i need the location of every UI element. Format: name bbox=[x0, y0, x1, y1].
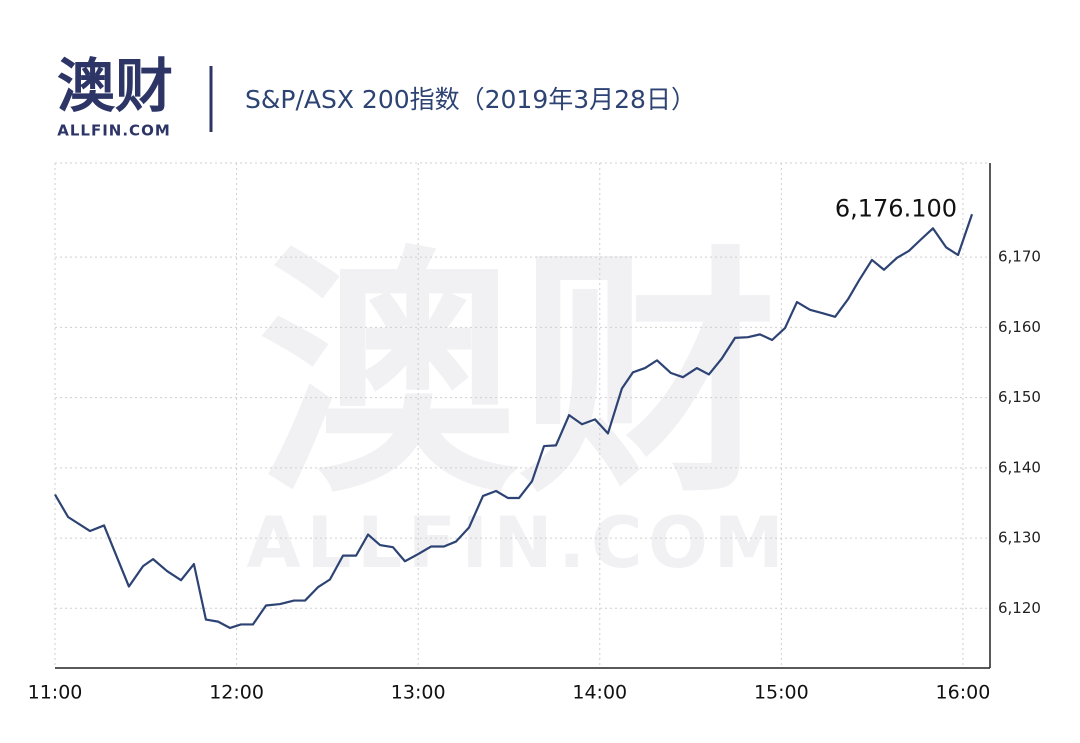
x-tick-label: 13:00 bbox=[391, 682, 446, 704]
y-tick-label: 6,150 bbox=[998, 388, 1041, 406]
y-tick-label: 6,130 bbox=[998, 529, 1041, 547]
y-tick-label: 6,120 bbox=[998, 599, 1041, 617]
y-tick-label: 6,170 bbox=[998, 248, 1041, 266]
x-tick-label: 15:00 bbox=[754, 682, 809, 704]
last-value-label: 6,176.100 bbox=[835, 194, 957, 222]
y-tick-label: 6,160 bbox=[998, 318, 1041, 336]
x-tick-label: 12:00 bbox=[209, 682, 264, 704]
watermark: 澳财 bbox=[258, 226, 778, 528]
x-tick-label: 16:00 bbox=[936, 682, 991, 704]
x-tick-label: 11:00 bbox=[28, 682, 83, 704]
y-tick-label: 6,140 bbox=[998, 458, 1041, 476]
logo-sub: ALLFIN.COM bbox=[57, 122, 171, 140]
watermark-sub: ALLFIN.COM bbox=[247, 502, 790, 584]
series-line bbox=[54, 213, 974, 630]
logo: 澳财 bbox=[57, 52, 173, 120]
chart-title: S&P/ASX 200指数（2019年3月28日） bbox=[245, 85, 696, 114]
x-tick-label: 14:00 bbox=[572, 682, 627, 704]
